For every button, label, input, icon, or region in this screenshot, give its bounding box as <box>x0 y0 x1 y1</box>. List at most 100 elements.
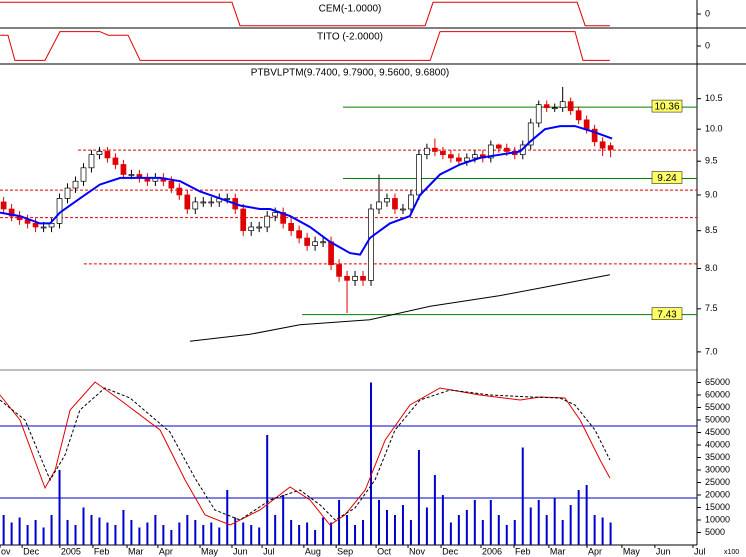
candle-body <box>240 208 247 232</box>
indicator-line <box>0 31 610 61</box>
y-tick-label: 25000 <box>705 477 730 487</box>
volume-bar <box>497 515 500 545</box>
volume-bar <box>146 522 149 545</box>
x-tick-label: 2006 <box>482 546 502 556</box>
panel-title: TITO (-2.0000) <box>317 32 383 43</box>
candle-body <box>471 154 478 159</box>
volume-bar <box>401 505 404 545</box>
y-tick-label: 30000 <box>705 464 730 474</box>
candle-body <box>591 128 598 143</box>
volume-bar <box>338 500 341 545</box>
volume-bar <box>170 530 173 545</box>
candle-body <box>384 198 390 203</box>
x-tick-label: Jul <box>694 546 706 556</box>
candle-body <box>248 226 255 232</box>
volume-bar <box>114 525 117 545</box>
x-tick-label: May <box>201 546 219 556</box>
volume-bar <box>585 485 588 545</box>
candle-body <box>527 122 534 146</box>
volume-bar <box>106 522 109 545</box>
x-tick-label: Jul <box>263 546 275 556</box>
candle-body <box>575 110 582 121</box>
volume-bar <box>601 517 604 545</box>
candle-body <box>0 201 7 210</box>
volume-bar <box>34 520 37 545</box>
volume-bar <box>258 527 261 545</box>
y-tick-label: 10000 <box>705 514 730 524</box>
indicator-line <box>0 1 610 27</box>
y-tick-label: 7.5 <box>705 303 718 313</box>
candle-body <box>224 198 231 200</box>
volume-bar <box>481 520 484 545</box>
level-label: 9.24 <box>657 173 677 184</box>
candle-body <box>503 147 510 152</box>
volume-bar <box>409 520 412 545</box>
volume-bar <box>593 515 596 545</box>
volume-bar <box>322 517 325 545</box>
x-tick-label: Jun <box>233 546 248 556</box>
candle-body <box>352 276 358 281</box>
volume-bar <box>10 522 13 545</box>
y-tick-label: 45000 <box>705 427 730 437</box>
volume-bar <box>569 505 572 545</box>
candle-body <box>312 241 318 246</box>
y-tick-label: 8.5 <box>705 225 718 235</box>
x-tick-label: May <box>623 546 641 556</box>
volume-bar <box>314 530 317 545</box>
volume-bar <box>449 522 452 545</box>
y-tick-label: 0 <box>705 40 710 50</box>
candle-body <box>88 154 95 169</box>
volume-bar <box>194 520 197 545</box>
x-tick-label: Oct <box>377 546 392 556</box>
x-tick-label: Mar <box>550 546 566 556</box>
candle-body <box>288 223 294 232</box>
volume-bar <box>274 515 277 545</box>
volume-bar <box>346 515 349 545</box>
volume-bar <box>74 525 77 545</box>
volume-bar <box>234 517 237 545</box>
candle-body <box>48 223 55 228</box>
volume-bar <box>138 527 141 545</box>
volume-bar <box>42 527 45 545</box>
candle-body <box>208 201 215 204</box>
candle-body <box>456 157 462 162</box>
candle-body <box>392 198 398 210</box>
candle-body <box>256 226 263 229</box>
candle-body <box>280 212 287 224</box>
candle-body <box>440 151 446 156</box>
candle-body <box>599 141 606 149</box>
y-tick-label: 20000 <box>705 489 730 499</box>
candle-body <box>64 187 71 199</box>
x-tick-label: Feb <box>515 546 531 556</box>
y-tick-label: 10.0 <box>705 124 723 134</box>
overlay-line <box>189 274 610 342</box>
volume-bar <box>513 520 516 545</box>
volume-bar <box>82 507 85 545</box>
y-tick-label: 0 <box>705 8 710 18</box>
x-tick-label: Feb <box>94 546 110 556</box>
candle-body <box>200 201 207 204</box>
panel-title: PTBVLPTM(9.7400, 9.7900, 9.5600, 9.6800) <box>251 68 449 79</box>
y-tick-label: 5000 <box>705 527 725 537</box>
volume-bar <box>362 520 365 545</box>
y-tick-label: 8.0 <box>705 263 718 273</box>
candle-body <box>328 241 334 265</box>
candle-body <box>80 167 87 182</box>
volume-bar <box>58 470 61 545</box>
volume-bar <box>330 522 333 545</box>
volume-bar <box>553 497 556 545</box>
volume-bar <box>202 525 205 545</box>
x-tick-label: Jun <box>656 546 671 556</box>
volume-bar <box>266 435 269 545</box>
candle-body <box>416 154 422 196</box>
volume-bar <box>393 515 396 545</box>
candle-body <box>551 107 558 110</box>
candle-body <box>344 276 350 281</box>
candle-body <box>368 208 374 281</box>
y-tick-label: 15000 <box>705 502 730 512</box>
candle-body <box>559 101 566 109</box>
candle-body <box>96 151 103 156</box>
x-tick-label: Dec <box>23 546 40 556</box>
volume-bar <box>441 495 444 545</box>
candle-body <box>583 119 590 130</box>
